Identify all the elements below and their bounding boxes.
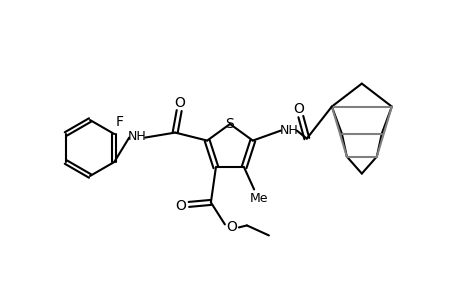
Text: Me: Me <box>249 192 268 205</box>
Text: NH: NH <box>128 130 146 143</box>
Text: O: O <box>174 96 185 110</box>
Text: O: O <box>226 220 237 234</box>
Text: O: O <box>175 200 186 213</box>
Text: F: F <box>115 115 123 129</box>
Text: S: S <box>225 117 234 131</box>
Text: NH: NH <box>279 124 297 137</box>
Text: O: O <box>293 102 303 116</box>
